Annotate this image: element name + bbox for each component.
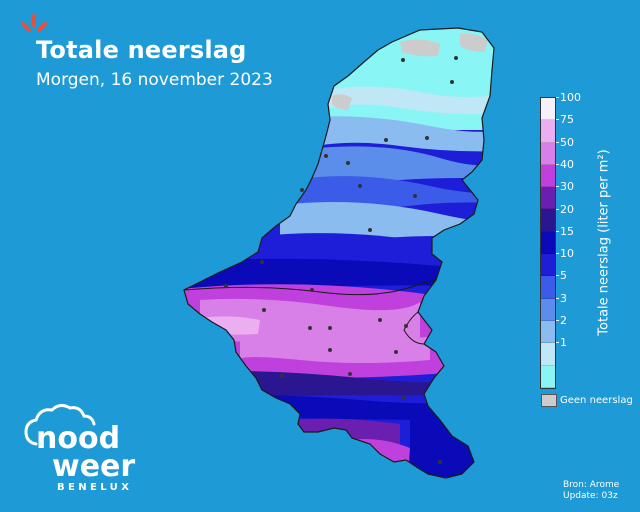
legend-tick-label: 100 [556,91,581,104]
legend-tick-label: 30 [556,180,574,194]
legend-tick-label: 2 [556,314,567,328]
source-info: Bron: Arome Update: 03z [563,480,619,502]
legend-tick-label: 1 [556,336,567,350]
legend-swatch [541,298,555,321]
legend-tick-label: 20 [556,202,574,216]
legend-tick-label: 10 [556,247,574,261]
legend-swatch [541,320,555,344]
legend-swatch [541,231,555,255]
legend-tick-label: 40 [556,157,574,171]
legend-swatch [541,120,555,143]
brand-name-top: nood [36,421,120,456]
noodweer-logo: nood weer [24,403,135,484]
legend-tick-label: 50 [556,135,574,149]
legend-tick-label: 15 [556,224,574,238]
legend-tick-label: 5 [556,269,567,283]
brand-name-bottom: weer [52,449,135,484]
legend-swatch [541,365,555,388]
legend-swatch [541,254,555,277]
legend-tick-label: 3 [556,291,567,305]
legend-swatch [541,142,555,165]
legend-swatch [541,187,555,210]
page-title: Totale neerslag [36,36,247,64]
legend-swatch [541,209,555,232]
source-model: Bron: Arome [563,480,620,490]
no-data-label: Geen neerslag [560,395,633,406]
source-update: Update: 03z [563,491,618,501]
legend-color-bar [540,97,556,389]
legend-title: Totale neerslag (liter per m²) [596,149,612,336]
legend-swatch [541,343,555,366]
page-subtitle: Morgen, 16 november 2023 [36,70,273,90]
no-data-swatch [541,394,557,407]
legend-swatch [541,164,555,188]
legend-tick-label: 75 [556,113,574,127]
legend-swatch [541,276,555,299]
brand-region: BENELUX [57,482,133,493]
legend-swatch [541,98,555,121]
sun-rays-icon [21,14,47,32]
